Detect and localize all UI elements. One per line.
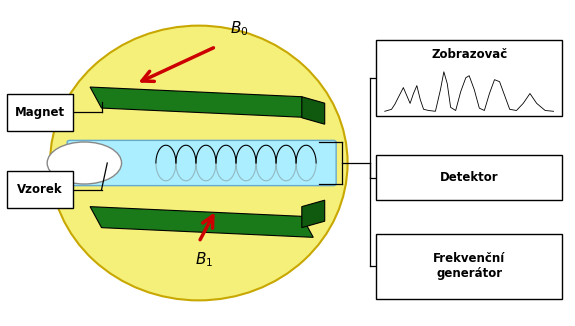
FancyBboxPatch shape <box>376 155 562 200</box>
FancyBboxPatch shape <box>7 171 73 208</box>
FancyBboxPatch shape <box>67 141 336 185</box>
Polygon shape <box>302 200 325 228</box>
Polygon shape <box>90 207 313 237</box>
Ellipse shape <box>50 26 347 300</box>
Text: Detektor: Detektor <box>440 171 499 184</box>
FancyBboxPatch shape <box>7 94 73 131</box>
FancyBboxPatch shape <box>376 234 562 299</box>
Text: $B_1$: $B_1$ <box>196 251 214 269</box>
Text: Vzorek: Vzorek <box>17 183 63 196</box>
Polygon shape <box>302 97 325 124</box>
FancyBboxPatch shape <box>376 40 562 116</box>
Circle shape <box>47 142 121 184</box>
Text: $B_0$: $B_0$ <box>229 20 248 38</box>
Text: Frekvenční
generátor: Frekvenční generátor <box>433 252 505 280</box>
Text: Magnet: Magnet <box>15 106 65 119</box>
Polygon shape <box>90 87 313 118</box>
Text: Zobrazovač: Zobrazovač <box>431 48 507 61</box>
